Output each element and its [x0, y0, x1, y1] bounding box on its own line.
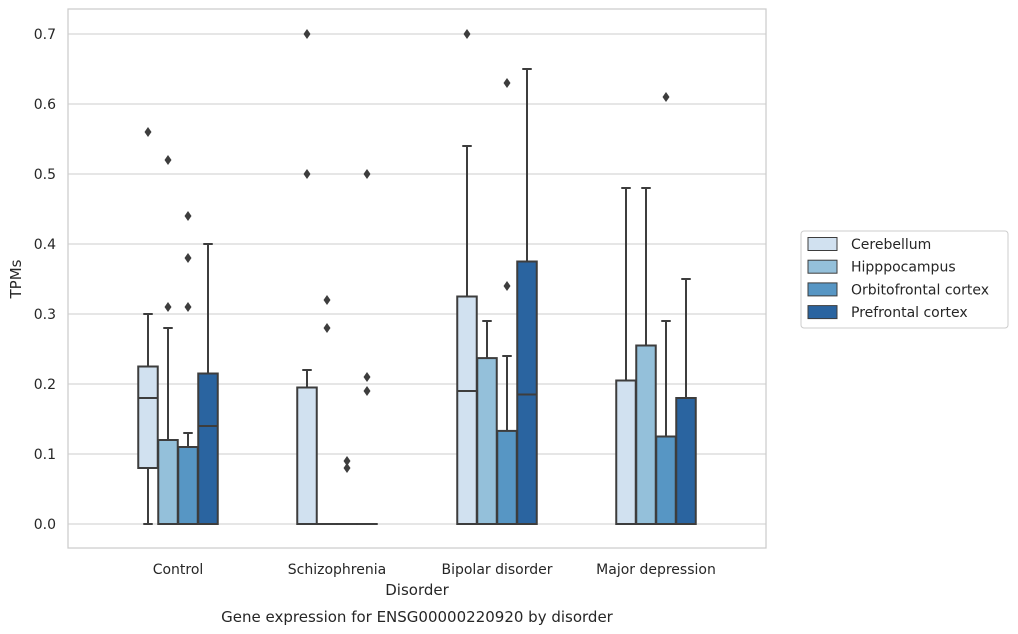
box-plot [655, 92, 677, 525]
box-plot [516, 68, 538, 525]
box-plot [336, 456, 358, 526]
outlier-point [303, 29, 311, 39]
box [476, 357, 498, 525]
box [635, 344, 657, 525]
outlier-point [363, 372, 371, 382]
box [137, 365, 159, 469]
box-plot [137, 127, 159, 525]
outlier-point [343, 463, 351, 473]
box [655, 435, 677, 525]
outlier-point [363, 169, 371, 179]
box-plot [476, 320, 498, 525]
legend-label: Hipppocampus [851, 260, 956, 276]
y-tick-label: 0.6 [34, 97, 56, 113]
box-plot [456, 29, 478, 525]
box-group [615, 92, 697, 525]
outlier-point [503, 78, 511, 88]
box-plot [615, 187, 637, 525]
outlier-point [463, 29, 471, 39]
outlier-point [303, 169, 311, 179]
box-plot [496, 78, 518, 525]
y-tick-label: 0.5 [34, 167, 56, 183]
outlier-point [323, 295, 331, 305]
y-axis-label: TPMs [7, 259, 25, 299]
box [516, 260, 538, 525]
box [296, 386, 318, 525]
outlier-point [323, 323, 331, 333]
box [177, 446, 199, 525]
outlier-point [343, 456, 351, 466]
plot-area-frame [67, 8, 767, 549]
legend-swatch [807, 259, 838, 274]
legend-swatch [807, 305, 838, 320]
legend-swatch [807, 237, 838, 251]
box-plot [296, 29, 318, 525]
y-tick-label: 0.2 [34, 377, 56, 393]
legend-label: Prefrontal cortex [851, 305, 968, 321]
box [456, 295, 478, 525]
y-tick-label: 0.4 [34, 237, 56, 253]
outlier-point [184, 211, 192, 221]
box-plot [197, 243, 219, 525]
outlier-point [144, 127, 152, 137]
box-groups [137, 29, 697, 526]
outlier-point [184, 302, 192, 312]
box-plot [177, 211, 199, 525]
outlier-point [164, 155, 172, 165]
box [615, 379, 637, 525]
chart-caption: Gene expression for ENSG00000220920 by d… [221, 608, 614, 626]
legend-label: Cerebellum [851, 237, 931, 253]
outlier-point [164, 302, 172, 312]
x-tick-label: Control [153, 562, 204, 578]
y-tick-label: 0.7 [34, 27, 56, 43]
x-tick-label: Schizophrenia [288, 562, 386, 578]
box-group [296, 29, 378, 526]
legend-label: Orbitofrontal cortex [851, 282, 989, 298]
x-axis-label: Disorder [385, 581, 449, 599]
x-axis-ticks: Control Schizophrenia Bipolar disorder Majo… [153, 562, 716, 578]
box-plot [675, 278, 697, 525]
outlier-point [363, 386, 371, 396]
legend-frame [800, 230, 1009, 329]
box-plot [635, 187, 657, 525]
legend-swatch [807, 282, 838, 297]
y-axis-ticks: 0.0 0.1 0.2 0.3 0.4 0.5 0.6 0.7 [34, 27, 56, 533]
box [197, 372, 219, 525]
outlier-point [503, 281, 511, 291]
box-plot [356, 169, 378, 526]
box-plot [157, 155, 179, 525]
y-tick-label: 0.3 [34, 307, 56, 323]
outlier-point [184, 253, 192, 263]
x-tick-label: Major depression [596, 562, 716, 578]
box-group [456, 29, 538, 525]
box-plot [316, 295, 338, 526]
y-tick-label: 0.0 [34, 517, 56, 533]
x-tick-label: Bipolar disorder [441, 562, 552, 578]
y-tick-label: 0.1 [34, 447, 56, 463]
box [675, 397, 697, 525]
outlier-point [662, 92, 670, 102]
legend: Cerebellum Hipppocampus Orbitofrontal cort… [800, 230, 1009, 329]
box [496, 429, 518, 525]
box [157, 439, 179, 525]
box-group [137, 127, 219, 525]
